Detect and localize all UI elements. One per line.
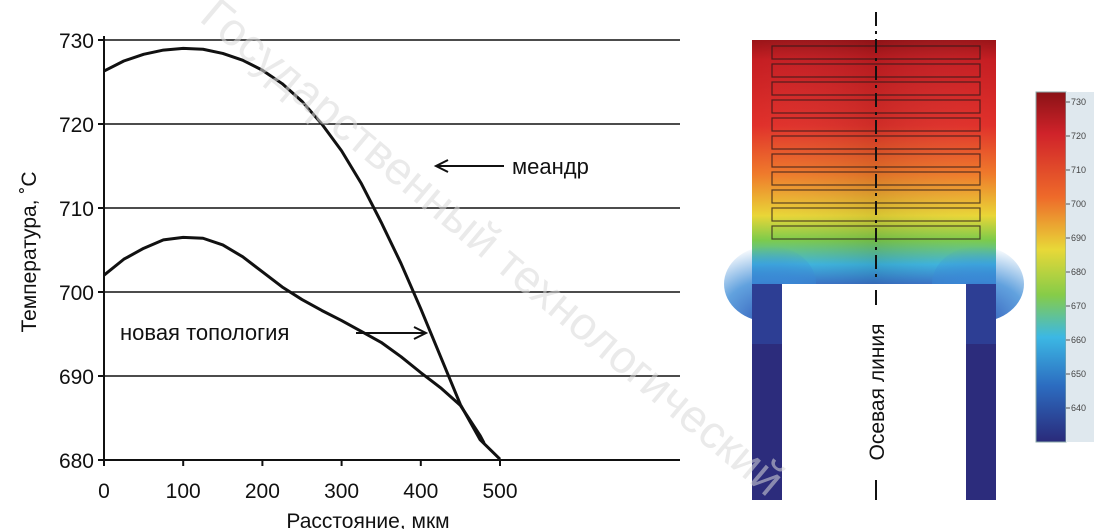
y-tick-label: 680 (59, 450, 94, 473)
temperature-map: Осевая линия (724, 12, 1024, 500)
y-tick-labels: 680 690 700 710 720 730 (59, 30, 94, 473)
y-tick-label: 720 (59, 114, 94, 137)
grid-lines (104, 39, 680, 461)
x-tick-labels: 0 100 200 300 400 500 (98, 480, 517, 503)
axes (98, 36, 680, 466)
meander-label: меандр (512, 154, 589, 179)
x-tick-label: 300 (324, 480, 359, 503)
colorbar-tick-label: 670 (1071, 301, 1086, 311)
x-axis-label: Расстояние, мкм (286, 510, 449, 529)
watermark-text: Государственный технологический (192, 0, 795, 506)
x-tick-label: 400 (403, 480, 438, 503)
colorbar-tick-label: 650 (1071, 369, 1086, 379)
colorbar-tick-label: 660 (1071, 335, 1086, 345)
colorbar-tick-label: 730 (1071, 97, 1086, 107)
y-axis-label: Температура, ˚С (18, 171, 41, 332)
series-lines (103, 46, 502, 461)
series-meander-line (103, 46, 502, 461)
line-chart: 680 690 700 710 720 730 0 100 200 300 400 500 меан… (18, 30, 680, 529)
x-tick-label: 0 (98, 480, 110, 503)
y-tick-label: 700 (59, 282, 94, 305)
y-tick-label: 730 (59, 30, 94, 53)
axis-line-label: Осевая линия (866, 323, 889, 460)
x-tick-label: 200 (245, 480, 280, 503)
x-tick-label: 500 (482, 480, 517, 503)
colorbar: 730 720 710 700 690 680 670 660 650 640 (1035, 91, 1094, 443)
meander-arrow-head (433, 159, 449, 173)
colorbar-ticks: 730 720 710 700 690 680 670 660 650 640 (1066, 97, 1086, 413)
y-tick-label: 710 (59, 198, 94, 221)
colorbar-tick-label: 700 (1071, 199, 1086, 209)
x-tick-label: 100 (166, 480, 201, 503)
colorbar-bar (1035, 91, 1067, 443)
new-topology-label: новая топология (120, 320, 289, 345)
series-new-topology-line (103, 235, 486, 444)
colorbar-tick-label: 690 (1071, 233, 1086, 243)
colorbar-tick-label: 640 (1071, 403, 1086, 413)
new-topology-arrow-head (413, 326, 429, 340)
colorbar-tick-label: 720 (1071, 131, 1086, 141)
colorbar-tick-label: 710 (1071, 165, 1086, 175)
y-tick-label: 690 (59, 366, 94, 389)
colorbar-tick-label: 680 (1071, 267, 1086, 277)
